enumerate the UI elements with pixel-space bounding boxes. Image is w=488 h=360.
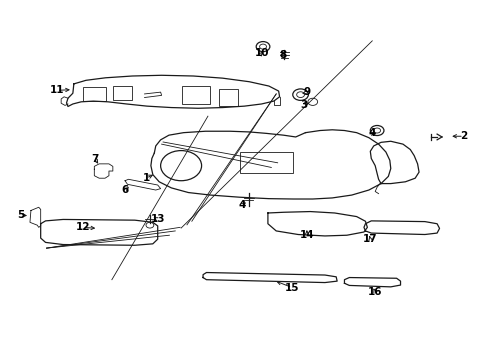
Bar — [182, 86, 210, 104]
Text: 14: 14 — [299, 230, 314, 239]
Text: 7: 7 — [91, 154, 99, 164]
Text: 13: 13 — [150, 215, 164, 224]
Text: 5: 5 — [18, 210, 25, 220]
Text: 4: 4 — [238, 200, 245, 210]
Text: 15: 15 — [285, 283, 299, 293]
Bar — [239, 152, 293, 173]
Text: 6: 6 — [121, 185, 128, 195]
Text: 3: 3 — [300, 100, 307, 110]
Text: 11: 11 — [49, 85, 64, 95]
Text: 17: 17 — [362, 234, 377, 244]
Text: 1: 1 — [142, 173, 149, 183]
Text: 12: 12 — [75, 222, 90, 232]
Bar — [113, 86, 132, 100]
Text: 4: 4 — [368, 129, 375, 138]
Text: 16: 16 — [367, 287, 382, 297]
Bar — [219, 89, 237, 106]
Text: 2: 2 — [459, 131, 467, 141]
Text: 9: 9 — [303, 87, 310, 97]
Text: 10: 10 — [254, 48, 269, 58]
Text: 8: 8 — [278, 50, 285, 60]
Bar — [82, 87, 106, 101]
